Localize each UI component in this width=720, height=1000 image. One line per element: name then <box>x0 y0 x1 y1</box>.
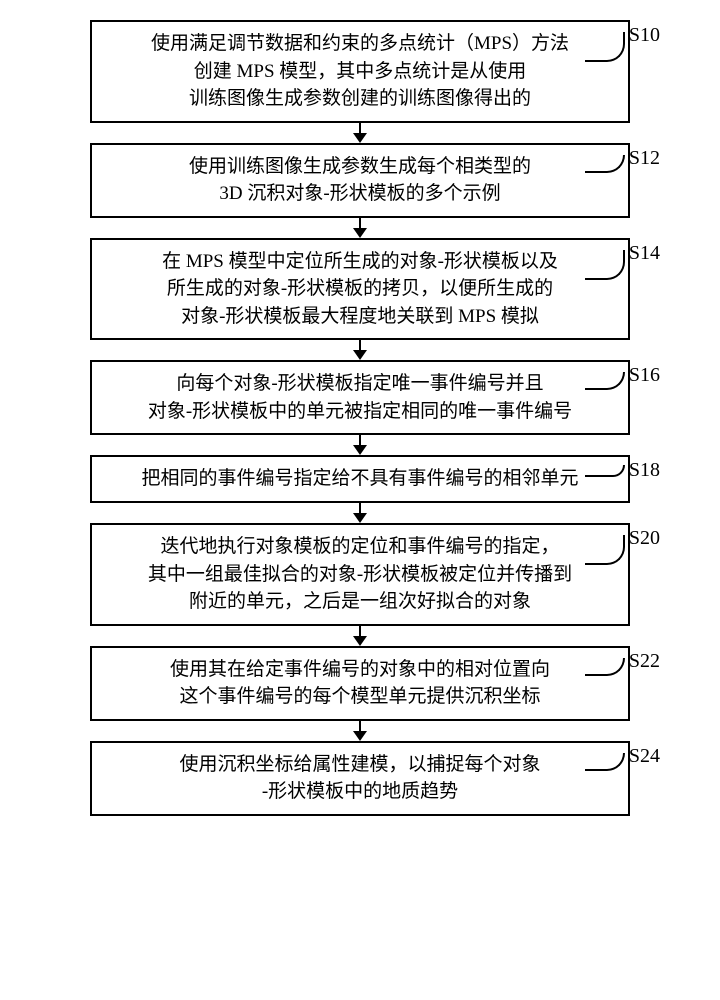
label-connector <box>585 250 625 280</box>
step-box: 向每个对象-形状模板指定唯一事件编号并且对象-形状模板中的单元被指定相同的唯一事… <box>90 360 630 435</box>
step-box: 使用其在给定事件编号的对象中的相对位置向这个事件编号的每个模型单元提供沉积坐标 <box>90 646 630 721</box>
step-label: S10 <box>629 24 660 47</box>
step-box: 在 MPS 模型中定位所生成的对象-形状模板以及所生成的对象-形状模板的拷贝，以… <box>90 238 630 341</box>
step-label: S16 <box>629 364 660 387</box>
step-label: S20 <box>629 527 660 550</box>
step-wrap: 迭代地执行对象模板的定位和事件编号的指定，其中一组最佳拟合的对象-形状模板被定位… <box>40 523 680 626</box>
arrow-down-icon <box>353 626 367 646</box>
step-wrap: 使用满足调节数据和约束的多点统计（MPS）方法创建 MPS 模型，其中多点统计是… <box>40 20 680 123</box>
step-label: S14 <box>629 242 660 265</box>
step-wrap: 把相同的事件编号指定给不具有事件编号的相邻单元S18 <box>40 455 680 503</box>
arrow-down-icon <box>353 340 367 360</box>
arrow-down-icon <box>353 435 367 455</box>
arrow-down-icon <box>353 123 367 143</box>
step-label: S12 <box>629 147 660 170</box>
step-wrap: 使用沉积坐标给属性建模，以捕捉每个对象-形状模板中的地质趋势S24 <box>40 741 680 816</box>
step-wrap: 使用训练图像生成参数生成每个相类型的3D 沉积对象-形状模板的多个示例S12 <box>40 143 680 218</box>
arrow-down-icon <box>353 503 367 523</box>
step-box: 迭代地执行对象模板的定位和事件编号的指定，其中一组最佳拟合的对象-形状模板被定位… <box>90 523 630 626</box>
step-label: S24 <box>629 745 660 768</box>
step-wrap: 在 MPS 模型中定位所生成的对象-形状模板以及所生成的对象-形状模板的拷贝，以… <box>40 238 680 341</box>
flowchart: 使用满足调节数据和约束的多点统计（MPS）方法创建 MPS 模型，其中多点统计是… <box>40 20 680 816</box>
arrow-down-icon <box>353 218 367 238</box>
step-box: 使用满足调节数据和约束的多点统计（MPS）方法创建 MPS 模型，其中多点统计是… <box>90 20 630 123</box>
step-wrap: 向每个对象-形状模板指定唯一事件编号并且对象-形状模板中的单元被指定相同的唯一事… <box>40 360 680 435</box>
step-box: 把相同的事件编号指定给不具有事件编号的相邻单元 <box>90 455 630 503</box>
step-label: S18 <box>629 459 660 482</box>
step-box: 使用沉积坐标给属性建模，以捕捉每个对象-形状模板中的地质趋势 <box>90 741 630 816</box>
step-label: S22 <box>629 650 660 673</box>
step-box: 使用训练图像生成参数生成每个相类型的3D 沉积对象-形状模板的多个示例 <box>90 143 630 218</box>
arrow-down-icon <box>353 721 367 741</box>
step-wrap: 使用其在给定事件编号的对象中的相对位置向这个事件编号的每个模型单元提供沉积坐标S… <box>40 646 680 721</box>
